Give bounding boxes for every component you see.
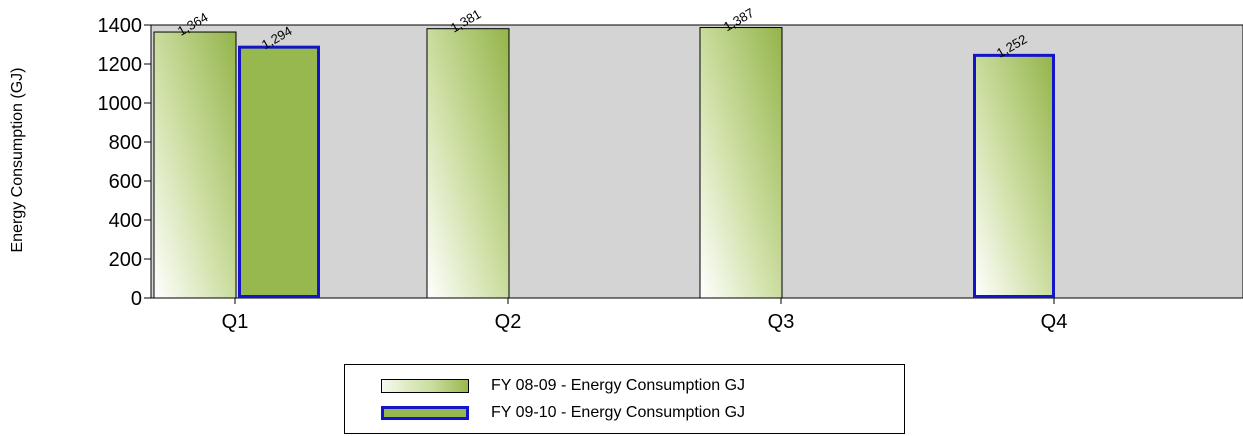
y-tick-label: 800 <box>109 132 142 154</box>
bar-fy0809-q2 <box>426 28 510 299</box>
x-tick-label: Q1 <box>222 311 249 333</box>
legend-item-fy0910: FY 09-10 - Energy Consumption GJ <box>381 403 745 423</box>
y-tick-label: 400 <box>109 210 142 232</box>
bar-fy0809-q1 <box>153 31 237 299</box>
y-axis-label: Energy Consumption (GJ) <box>9 68 26 253</box>
y-tick-label: 1000 <box>98 93 143 115</box>
legend: FY 08-09 - Energy Consumption GJ FY 09-1… <box>344 364 905 434</box>
legend-swatch-fy0910 <box>381 406 469 420</box>
legend-item-fy0809: FY 08-09 - Energy Consumption GJ <box>381 376 745 396</box>
bar-fy0910-q4 <box>973 53 1055 298</box>
y-tick-label: 200 <box>109 249 142 271</box>
x-tick-label: Q4 <box>1041 311 1068 333</box>
y-tick-label: 1400 <box>98 15 143 37</box>
legend-label-fy0809: FY 08-09 - Energy Consumption GJ <box>491 377 746 394</box>
bar-fy0809-q3 <box>699 27 783 299</box>
x-tick-label: Q2 <box>495 311 522 333</box>
legend-label-fy0910: FY 09-10 - Energy Consumption GJ <box>491 404 746 421</box>
legend-swatch-fy0809 <box>381 379 469 393</box>
y-tick-label: 1200 <box>98 54 143 76</box>
plot-area <box>150 24 1243 299</box>
x-tick-label: Q3 <box>768 311 795 333</box>
y-tick-label: 0 <box>131 288 142 310</box>
y-tick-label: 600 <box>109 171 142 193</box>
bar-fy0910-q1 <box>238 45 320 298</box>
